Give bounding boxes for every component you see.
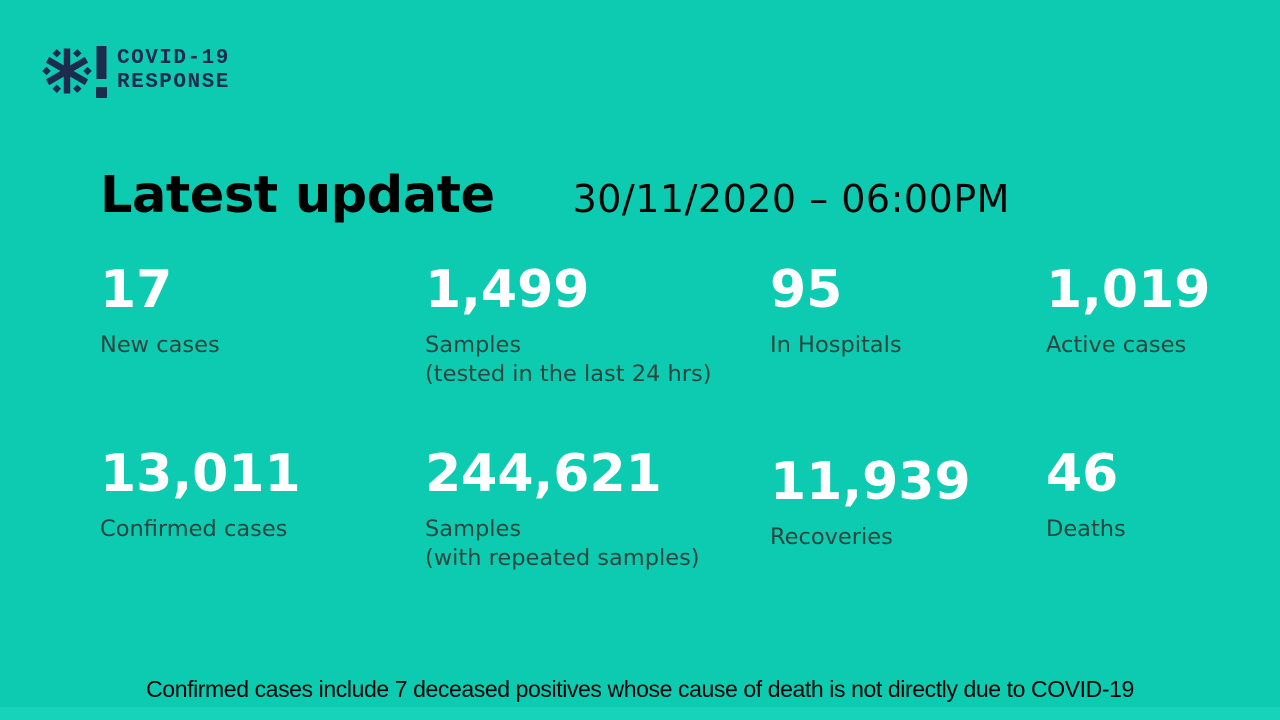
stat-label: Samples — [425, 516, 522, 543]
stat-deaths: 46 Deaths — [1046, 444, 1280, 630]
stat-in-hospitals: 95 In Hospitals — [770, 260, 1046, 446]
logo-line1: COVID-19 — [117, 47, 230, 70]
page-title: Latest update — [100, 166, 495, 225]
stat-samples-total: 244,621 Samples (with repeated samples) — [425, 444, 770, 630]
header-row: Latest update 30/11/2020 – 06:00PM — [100, 170, 1010, 221]
stat-value: 1,499 — [425, 260, 590, 320]
stat-sublabel: (with repeated samples) — [425, 545, 700, 572]
stat-value: 17 — [100, 260, 173, 320]
exclamation-icon — [96, 46, 107, 98]
stat-confirmed-cases: 13,011 Confirmed cases — [100, 444, 425, 630]
logo-mark — [42, 46, 108, 98]
stat-label: Samples — [425, 332, 522, 359]
update-datetime: 30/11/2020 – 06:00PM — [572, 177, 1010, 221]
stat-label: Deaths — [1046, 516, 1126, 543]
stat-label: Confirmed cases — [100, 516, 288, 543]
logo-line2: RESPONSE — [117, 71, 230, 94]
stat-value: 95 — [770, 260, 843, 320]
stats-grid: 17 New cases 1,499 Samples (tested in th… — [100, 260, 1280, 630]
logo-wordmark: COVID-19 RESPONSE — [117, 47, 230, 95]
stat-active-cases: 1,019 Active cases — [1046, 260, 1280, 446]
stat-label: New cases — [100, 332, 220, 359]
stat-samples-24h: 1,499 Samples (tested in the last 24 hrs… — [425, 260, 770, 446]
stat-value: 11,939 — [770, 452, 971, 512]
logo: COVID-19 RESPONSE — [42, 46, 230, 98]
bottom-accent-band — [0, 707, 1280, 720]
footer-note: Confirmed cases include 7 deceased posit… — [146, 676, 1134, 702]
stat-value: 244,621 — [425, 444, 662, 504]
snowflake-asterisk-icon — [42, 48, 92, 94]
stat-recoveries: 11,939 Recoveries — [770, 452, 1046, 638]
stat-label: Active cases — [1046, 332, 1187, 359]
stat-value: 46 — [1046, 444, 1119, 504]
stat-value: 13,011 — [100, 444, 301, 504]
stat-sublabel: (tested in the last 24 hrs) — [425, 361, 712, 388]
stat-value: 1,019 — [1046, 260, 1211, 320]
stat-new-cases: 17 New cases — [100, 260, 425, 446]
stat-label: In Hospitals — [770, 332, 902, 359]
stat-label: Recoveries — [770, 524, 893, 551]
